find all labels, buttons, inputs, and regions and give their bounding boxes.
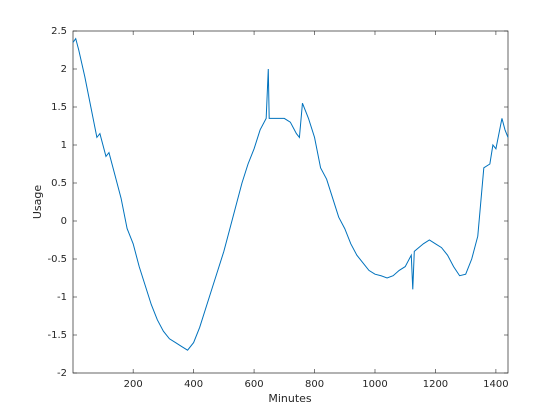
y-tick-label: 1.5 <box>51 102 67 113</box>
y-tick-label: 0 <box>61 216 67 227</box>
y-tick-label: 1 <box>61 140 67 151</box>
x-tick-label: 1000 <box>362 379 387 390</box>
x-tick-label: 1400 <box>483 379 508 390</box>
x-tick-label: 400 <box>184 379 203 390</box>
y-tick-label: -0.5 <box>47 254 67 265</box>
y-axis-label: Usage <box>31 185 44 220</box>
x-tick-label: 1200 <box>423 379 448 390</box>
x-tick-label: 600 <box>245 379 264 390</box>
x-tick-label: 800 <box>305 379 324 390</box>
data-line <box>72 37 509 351</box>
y-tick-label: 2 <box>61 64 67 75</box>
y-tick-label: 2.5 <box>51 26 67 37</box>
y-tick-label: -1.5 <box>47 330 67 341</box>
x-tick-label: 200 <box>124 379 143 390</box>
y-tick-label: 0.5 <box>51 178 67 189</box>
x-axis-label: Minutes <box>268 392 312 405</box>
y-tick-label: -1 <box>57 292 67 303</box>
axes-box <box>72 30 509 374</box>
y-tick-label: -2 <box>57 368 67 379</box>
